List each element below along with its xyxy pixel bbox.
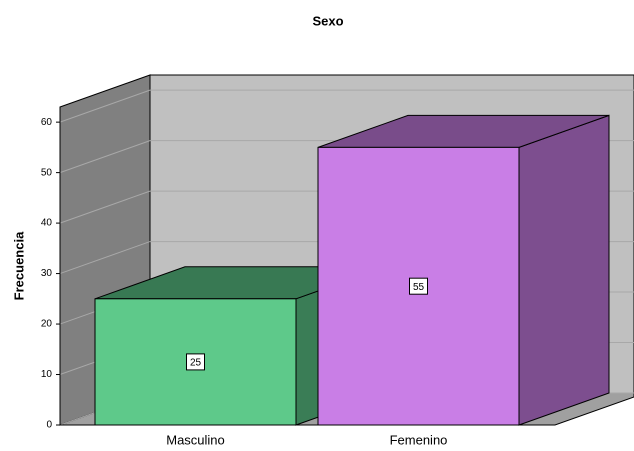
y-tick-label: 50 <box>41 167 53 178</box>
y-tick-label: 30 <box>41 268 53 279</box>
bar-side <box>518 114 610 426</box>
y-axis-label: Frecuencia <box>11 231 26 300</box>
y-tick-label: 40 <box>41 218 53 229</box>
grid-line <box>59 241 151 275</box>
chart-title: Sexo <box>312 13 343 28</box>
x-tick-label: Masculino <box>166 432 225 447</box>
value-label-box <box>409 277 428 295</box>
value-label: 55 <box>413 282 425 293</box>
x-tick-label: Femenino <box>390 432 448 447</box>
y-tick-label: 20 <box>41 319 53 330</box>
value-label-box <box>186 353 205 371</box>
y-tick-label: 0 <box>46 420 52 431</box>
y-tick-label: 10 <box>41 369 53 380</box>
grid-line <box>59 190 151 224</box>
value-label: 25 <box>190 358 202 369</box>
grid-line <box>59 140 151 174</box>
y-tick-label: 60 <box>41 117 53 128</box>
grid-line <box>59 89 151 123</box>
